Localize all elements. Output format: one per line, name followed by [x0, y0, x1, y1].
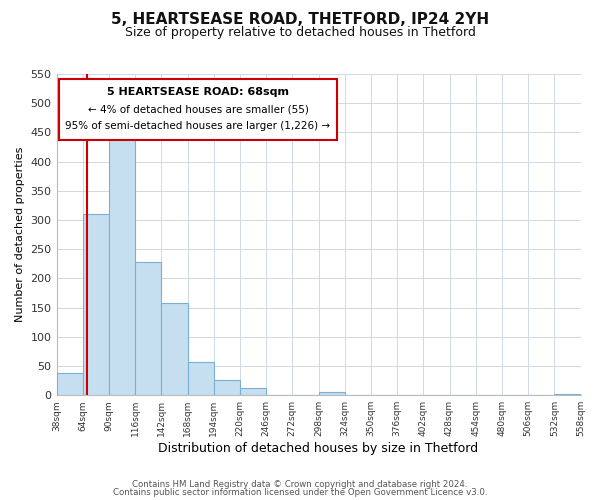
Bar [240, 388, 266, 395]
Text: ← 4% of detached houses are smaller (55): ← 4% of detached houses are smaller (55) [88, 104, 308, 115]
Y-axis label: Number of detached properties: Number of detached properties [15, 147, 25, 322]
Text: Contains HM Land Registry data © Crown copyright and database right 2024.: Contains HM Land Registry data © Crown c… [132, 480, 468, 489]
Text: Size of property relative to detached houses in Thetford: Size of property relative to detached ho… [125, 26, 475, 39]
Bar [56, 373, 83, 395]
Bar [83, 214, 109, 395]
Bar [161, 303, 188, 395]
Bar [109, 129, 135, 395]
Bar [214, 380, 240, 395]
Text: 5 HEARTSEASE ROAD: 68sqm: 5 HEARTSEASE ROAD: 68sqm [107, 87, 289, 97]
Text: 5, HEARTSEASE ROAD, THETFORD, IP24 2YH: 5, HEARTSEASE ROAD, THETFORD, IP24 2YH [111, 12, 489, 28]
FancyBboxPatch shape [59, 79, 337, 140]
Bar [135, 262, 161, 395]
Text: Contains public sector information licensed under the Open Government Licence v3: Contains public sector information licen… [113, 488, 487, 497]
Bar [554, 394, 580, 395]
Text: 95% of semi-detached houses are larger (1,226) →: 95% of semi-detached houses are larger (… [65, 120, 331, 130]
X-axis label: Distribution of detached houses by size in Thetford: Distribution of detached houses by size … [158, 442, 479, 455]
Bar [188, 362, 214, 395]
Bar [319, 392, 345, 395]
